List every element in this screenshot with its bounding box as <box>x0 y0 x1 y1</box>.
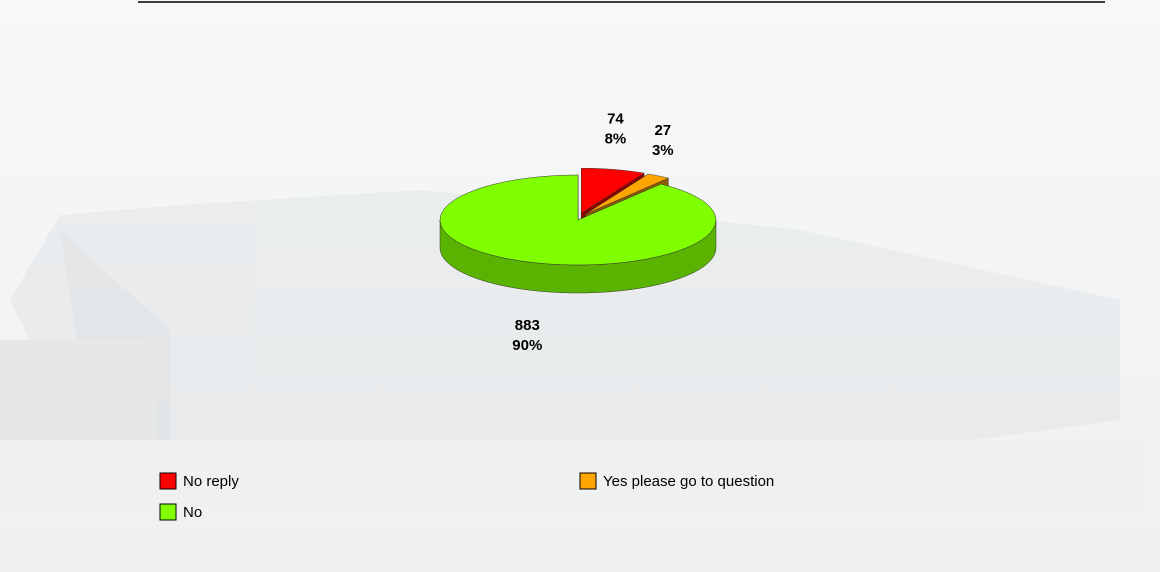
pie: 74 8% 27 3% 883 90% <box>439 111 717 354</box>
legend: No reply Yes please go to question No <box>159 472 774 521</box>
legend-swatch <box>159 472 177 490</box>
legend-label: No reply <box>183 473 239 490</box>
data-label: 883 <box>515 317 540 334</box>
data-label: 90% <box>512 337 542 354</box>
background-ship <box>0 190 1160 572</box>
legend-swatch <box>159 503 177 521</box>
data-label: 8% <box>605 131 627 148</box>
legend-label: No <box>183 504 202 521</box>
data-label: 74 <box>607 111 624 128</box>
slice <box>581 167 645 214</box>
data-label: 3% <box>652 142 674 159</box>
legend-label: Yes please go to question <box>603 473 774 490</box>
data-label: 27 <box>654 122 671 139</box>
slice <box>439 174 717 266</box>
slice <box>585 173 670 215</box>
legend-swatch <box>579 472 597 490</box>
